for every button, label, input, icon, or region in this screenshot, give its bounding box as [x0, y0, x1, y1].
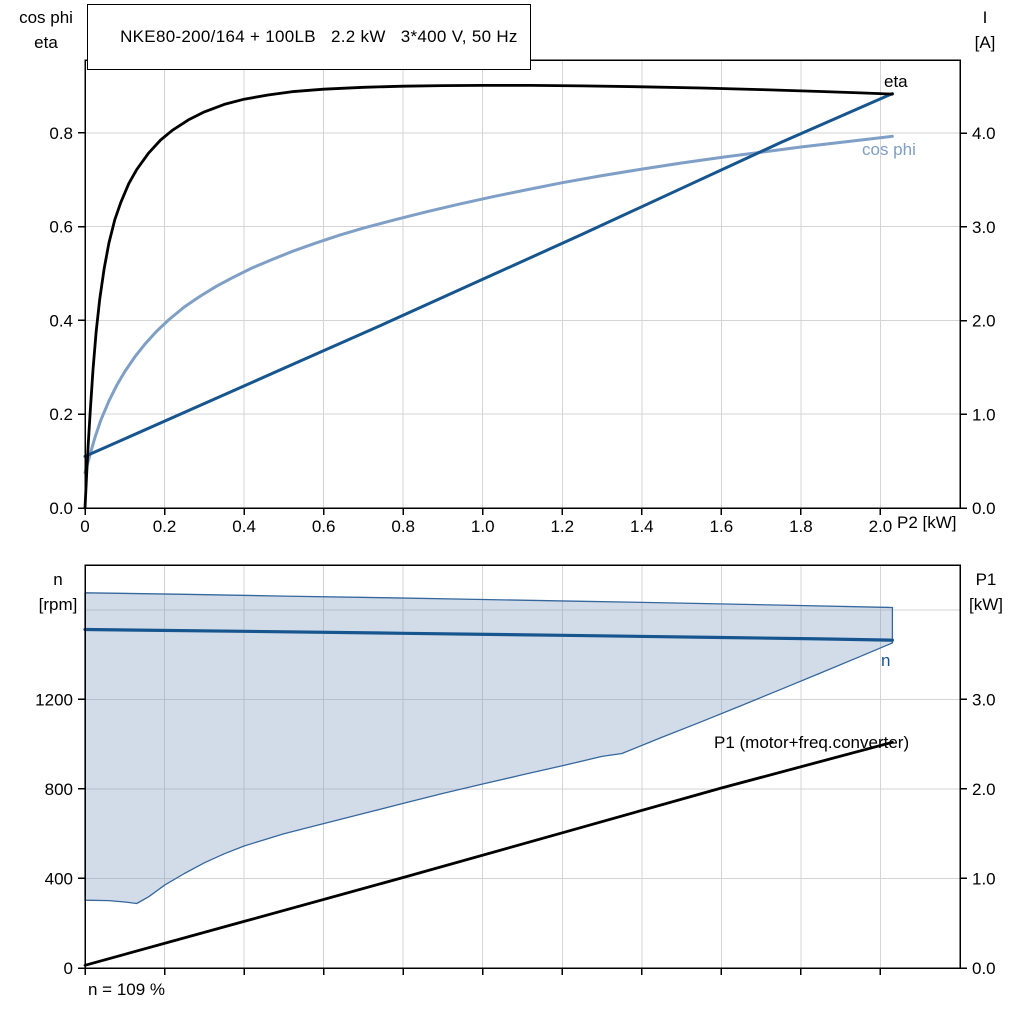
bottom-tick-marks [78, 698, 967, 975]
top-gridlines [85, 60, 960, 508]
svg-text:1.6: 1.6 [710, 517, 734, 536]
svg-text:1.2: 1.2 [550, 517, 574, 536]
top-left-axis-title: cos phi eta [6, 5, 86, 55]
top-right-axis-title: I [A] [950, 5, 1020, 55]
x-axis-label: P2 [kW] [897, 513, 957, 532]
svg-text:1.4: 1.4 [630, 517, 654, 536]
bottom-tick-labels: 0 400 800 1200 0.0 1.0 2.0 3.0 [35, 690, 995, 978]
top-plot-frame [84, 59, 961, 509]
svg-text:2.0: 2.0 [972, 780, 996, 799]
eta-curve-label: eta [884, 72, 908, 91]
svg-text:0.8: 0.8 [49, 124, 73, 143]
svg-text:3.0: 3.0 [972, 218, 996, 237]
svg-text:0.6: 0.6 [49, 218, 73, 237]
svg-text:0.2: 0.2 [153, 517, 177, 536]
axis-title-p1-unit: [kW] [969, 595, 1003, 614]
svg-text:0.4: 0.4 [232, 517, 256, 536]
top-tick-marks [78, 132, 967, 515]
bottom-right-axis-title: P1 [kW] [949, 567, 1023, 617]
svg-text:0: 0 [64, 959, 73, 978]
axis-title-speed-unit: [rpm] [38, 595, 78, 614]
speed-percentage-note: n = 109 % [88, 980, 166, 999]
top-tick-labels: 0 0.2 0.4 0.6 0.8 1.0 1.2 1.4 1.6 1.8 2.0 0.0 0.2 0.4… [49, 124, 995, 536]
bottom-left-axis-title: n [rpm] [18, 567, 98, 617]
cos-phi-curve-label: cos phi [862, 140, 916, 159]
svg-text:0.0: 0.0 [49, 499, 73, 518]
axis-title-cos-phi: cos phi [19, 8, 73, 27]
svg-text:0.8: 0.8 [391, 517, 415, 536]
svg-text:400: 400 [45, 869, 73, 888]
svg-text:800: 800 [45, 780, 73, 799]
axis-title-p1: P1 [975, 570, 997, 589]
svg-text:0.0: 0.0 [972, 499, 996, 518]
svg-text:0.0: 0.0 [972, 959, 996, 978]
bottom-plot-frame [84, 564, 961, 969]
bottom-n-curve [83, 627, 895, 642]
svg-text:1200: 1200 [35, 690, 73, 709]
svg-text:0: 0 [80, 517, 89, 536]
top-cos-phi-curve [83, 134, 894, 475]
bottom-speed-range-band [84, 592, 894, 905]
svg-text:0.4: 0.4 [49, 311, 73, 330]
top-eta-curve [83, 84, 894, 510]
bottom-gridlines [85, 565, 960, 968]
axis-title-current-unit: [A] [974, 33, 996, 52]
n-curve-label: n [881, 651, 891, 670]
chart-title: NKE80-200/164 + 100LB 2.2 kW 3*400 V, 50… [120, 27, 518, 46]
svg-text:2.0: 2.0 [869, 517, 893, 536]
svg-text:1.0: 1.0 [972, 405, 996, 424]
top-chart: 0 0.2 0.4 0.6 0.8 1.0 1.2 1.4 1.6 1.8 2.0 0.0 0.2 0.4… [49, 59, 996, 536]
svg-text:4.0: 4.0 [972, 124, 996, 143]
axis-title-eta: eta [34, 33, 58, 52]
svg-text:1.8: 1.8 [789, 517, 813, 536]
bottom-chart: 0 400 800 1200 0.0 1.0 2.0 3.0 [35, 564, 996, 978]
svg-text:0.2: 0.2 [49, 405, 73, 424]
svg-text:1.0: 1.0 [972, 869, 996, 888]
svg-text:2.0: 2.0 [972, 312, 996, 331]
svg-text:1.0: 1.0 [471, 517, 495, 536]
svg-text:0.6: 0.6 [312, 517, 336, 536]
chart-title-box: NKE80-200/164 + 100LB 2.2 kW 3*400 V, 50… [87, 4, 531, 70]
bottom-p1-curve [83, 740, 894, 967]
axis-title-speed: n [53, 570, 63, 589]
axis-title-current: I [982, 8, 988, 27]
top-i-curve [83, 92, 894, 458]
svg-text:3.0: 3.0 [972, 690, 996, 709]
p1-curve-label: P1 (motor+freq.converter) [714, 733, 910, 752]
